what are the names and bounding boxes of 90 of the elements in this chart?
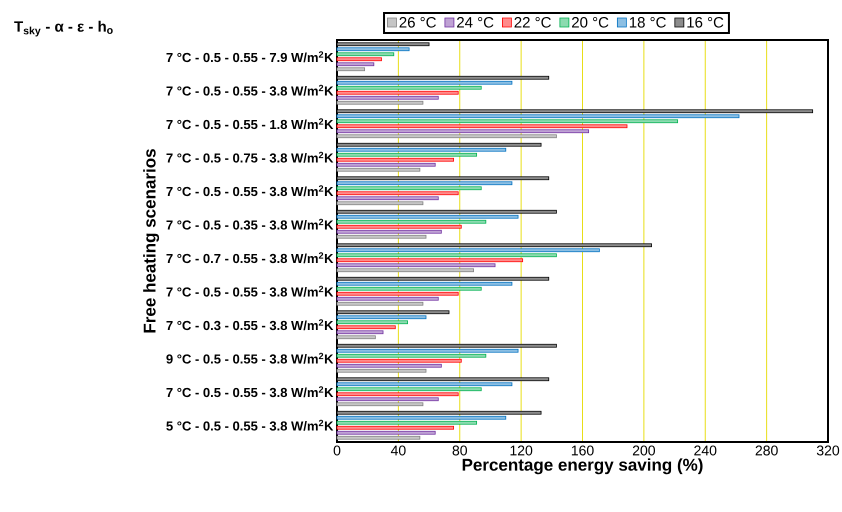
bar <box>336 263 496 268</box>
y-tick-label: 7 °C - 0.5 - 0.55 - 3.8 W/m$^{2}$K <box>166 386 334 398</box>
bar <box>336 335 376 340</box>
bar <box>336 119 678 124</box>
y-tick-label: 7 °C - 0.5 - 0.55 - 1.8 W/m$^{2}$K <box>166 118 334 130</box>
bar <box>336 96 439 100</box>
bar <box>336 47 410 52</box>
bar <box>336 253 557 258</box>
bar <box>336 191 459 196</box>
bar <box>336 181 512 186</box>
bar <box>336 186 482 190</box>
bar <box>336 62 374 66</box>
bar <box>336 416 506 420</box>
y-tick-label: 7 °C - 0.5 - 0.55 - 3.8 W/m$^{2}$K <box>166 286 334 297</box>
bar <box>336 292 459 296</box>
bar <box>336 348 518 353</box>
bar <box>336 158 454 162</box>
bar <box>336 86 482 90</box>
x-axis-title: Percentage energy saving (%) <box>462 458 703 474</box>
bar <box>336 168 420 172</box>
bar <box>336 224 462 229</box>
bar <box>336 52 394 56</box>
y-tick-label: 7 °C - 0.5 - 0.55 - 3.8 W/m$^{2}$K <box>166 185 334 196</box>
bar <box>336 214 518 219</box>
bar <box>336 196 439 200</box>
legend-label: 16 °C <box>687 16 724 28</box>
bar <box>336 230 442 234</box>
bar <box>336 315 426 320</box>
bar <box>336 436 420 440</box>
y-tick-label: 5 °C - 0.5 - 0.55 - 3.8 W/m$^{2}$K <box>166 420 334 431</box>
bar <box>336 80 512 85</box>
bar <box>336 330 384 334</box>
bar <box>336 320 408 324</box>
bar <box>336 325 396 330</box>
bar <box>336 426 454 430</box>
bar <box>336 282 512 286</box>
bar <box>336 358 462 363</box>
y-tick-label: 7 °C - 0.5 - 0.75 - 3.8 W/m$^{2}$K <box>166 152 334 163</box>
bar <box>336 152 478 157</box>
bar <box>336 124 628 128</box>
legend-label: 24 °C <box>457 16 494 28</box>
bar <box>336 420 478 425</box>
x-tick-label: 80 <box>452 446 467 456</box>
x-tick-label: 40 <box>390 446 406 456</box>
x-tick-label: 280 <box>756 446 778 456</box>
bar <box>336 201 424 206</box>
bar <box>336 67 366 72</box>
y-tick-label: 7 °C - 0.7 - 0.55 - 3.8 W/m$^{2}$K <box>166 252 334 264</box>
x-tick-label: 320 <box>816 446 840 456</box>
x-tick-label: 0 <box>334 446 340 456</box>
bar <box>336 354 486 358</box>
bar <box>336 392 459 396</box>
bar <box>336 268 474 272</box>
legend-label: 22 °C <box>514 16 551 28</box>
x-tick-label: 200 <box>632 446 656 456</box>
y-tick-label: 7 °C - 0.3 - 0.55 - 3.8 W/m$^{2}$K <box>166 319 334 330</box>
bar <box>336 100 424 105</box>
y-tick-label: 7 °C - 0.5 - 0.55 - 7.9 W/m$^{2}$K <box>166 51 334 62</box>
bar <box>336 387 482 392</box>
bar <box>336 364 442 368</box>
bar <box>336 296 439 301</box>
x-tick-label: 120 <box>510 446 532 456</box>
bar <box>336 286 482 291</box>
y-axis-title: Free heating scenarios <box>143 149 160 332</box>
y-tick-label: 9 °C - 0.5 - 0.55 - 3.8 W/m$^{2}$K <box>166 352 334 364</box>
bar <box>336 258 524 262</box>
bar <box>336 220 486 224</box>
y-tick-label: 7 °C - 0.5 - 0.55 - 3.8 W/m$^{2}$K <box>166 84 334 96</box>
bar <box>336 402 424 406</box>
text: T$_{sky}$ - α - ε - h$_{o}$ <box>14 20 113 36</box>
bar <box>336 57 382 62</box>
bar <box>336 129 590 134</box>
x-tick-label: 240 <box>694 446 716 456</box>
bar <box>336 162 436 167</box>
bar <box>336 134 557 138</box>
bar <box>336 248 600 252</box>
bar <box>336 382 512 386</box>
legend-label: 26 °C <box>400 16 436 28</box>
legend-label: 20 °C <box>572 16 608 28</box>
bar <box>336 234 426 239</box>
bar <box>336 148 506 152</box>
bar <box>336 114 740 118</box>
x-tick-label: 160 <box>572 446 594 456</box>
bar <box>336 302 424 306</box>
bar <box>336 368 426 373</box>
bar <box>336 430 436 435</box>
bar <box>336 90 459 95</box>
legend-label: 18 °C <box>630 16 666 28</box>
bar <box>336 397 439 402</box>
y-tick-label: 7 °C - 0.5 - 0.35 - 3.8 W/m$^{2}$K <box>166 218 334 230</box>
